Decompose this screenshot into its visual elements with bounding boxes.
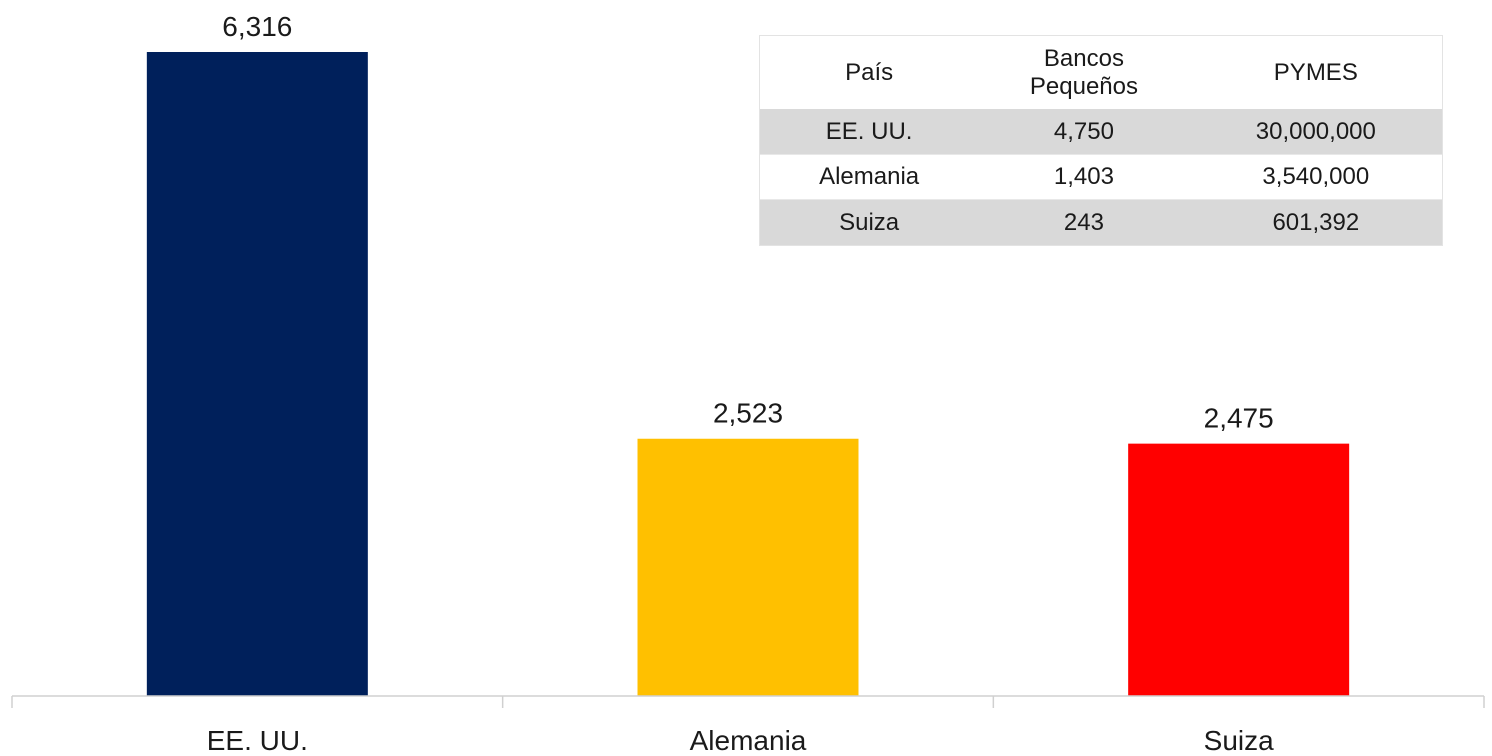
category-label-1: Alemania (690, 725, 807, 756)
bar-0 (146, 52, 368, 696)
category-label-2: Suiza (1204, 725, 1274, 756)
value-label-2: 2,475 (1204, 403, 1274, 434)
value-label-1: 2,523 (713, 398, 783, 429)
cell-pais: EE. UU. (825, 117, 913, 145)
cell-pais: Suiza (839, 208, 900, 236)
cell-bancos: 243 (1063, 208, 1104, 236)
table-row: EE. UU. 4,750 30,000,000 (760, 109, 1442, 155)
header-pais: País (845, 58, 894, 86)
cell-bancos: 4,750 (1053, 117, 1114, 145)
bar-2 (1128, 443, 1350, 696)
table-row: Alemania 1,403 3,540,000 (760, 154, 1442, 200)
value-label-0: 6,316 (222, 11, 292, 42)
cell-pais: Alemania (819, 163, 920, 191)
header-bancos-line1: Bancos (1043, 44, 1124, 72)
cell-pymes: 30,000,000 (1255, 117, 1376, 145)
x-axis (11, 695, 1485, 708)
category-labels-group: EE. UU. Alemania Suiza (207, 725, 1274, 756)
table-row: Suiza 243 601,392 (760, 199, 1442, 245)
value-labels-group: 6,316 2,523 2,475 (222, 11, 1273, 434)
header-pymes: PYMES (1273, 58, 1358, 86)
cell-pymes: 601,392 (1272, 208, 1360, 236)
data-table: País Bancos Pequeños PYMES EE. UU. 4,750… (759, 35, 1443, 246)
cell-pymes: 3,540,000 (1262, 163, 1370, 191)
cell-bancos: 1,403 (1053, 163, 1114, 191)
table-header-row: País Bancos Pequeños PYMES (760, 36, 1442, 110)
bars-group (146, 52, 1350, 696)
category-label-0: EE. UU. (207, 725, 308, 756)
header-bancos-pequenos: Bancos Pequeños (978, 36, 1189, 109)
header-bancos-line2: Pequeños (1029, 72, 1138, 100)
bar-1 (637, 438, 859, 696)
